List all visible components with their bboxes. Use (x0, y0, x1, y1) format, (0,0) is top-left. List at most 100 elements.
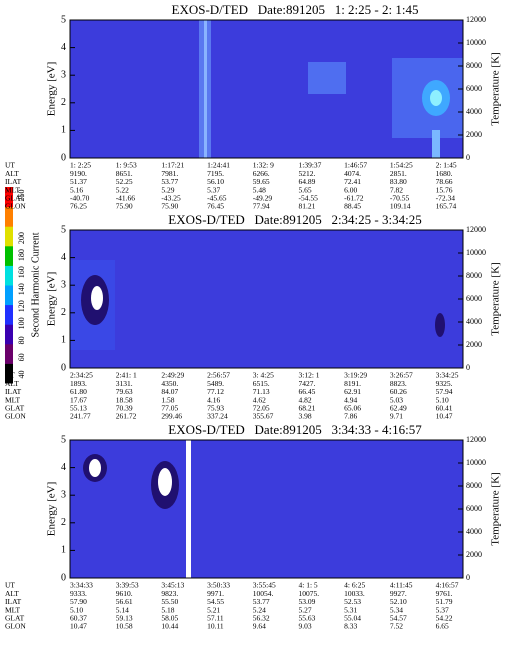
table-cell: 337.24 (207, 412, 228, 421)
table-cell: 5.14 (116, 605, 129, 614)
table-cell: 10054. (253, 589, 274, 598)
table-cell: 6.00 (344, 185, 357, 194)
table-cell: 3131. (116, 379, 133, 388)
table-cell: 4: 1: 5 (298, 581, 317, 590)
table-cell: 9761. (436, 589, 453, 598)
y2-tick-label: 8000 (466, 271, 482, 280)
y-tick-label: 1 (61, 545, 66, 556)
table-cell: -43.25 (161, 194, 181, 203)
table-row-label: ALT (5, 379, 19, 388)
table-cell: 72.41 (344, 177, 361, 186)
table-cell: 4:11:45 (390, 581, 413, 590)
table-cell: 5212. (298, 169, 315, 178)
table-cell: 77.05 (161, 404, 178, 413)
colorbar-tick-label: 200 (17, 232, 26, 244)
table-cell: 57.11 (207, 614, 224, 623)
table-cell: 4074. (344, 169, 361, 178)
y-axis-label: Energy [eV] (46, 482, 58, 536)
table-cell: 75.90 (116, 202, 133, 211)
table-cell: 83.80 (390, 177, 407, 186)
table-cell: 10075. (298, 589, 319, 598)
table-cell: 2:34:25 (70, 371, 93, 380)
table-cell: 261.72 (116, 412, 137, 421)
table-row-label: ILAT (5, 597, 22, 606)
table-cell: 5.16 (70, 185, 83, 194)
table-cell: 62.49 (390, 404, 407, 413)
chart-title: EXOS-D/TED Date:891205 3:34:33 - 4:16:57 (168, 422, 422, 437)
table-cell: 65.06 (344, 404, 361, 413)
table-cell: 76.25 (70, 202, 87, 211)
table-cell: 54.55 (207, 597, 224, 606)
y2-tick-label: 10000 (466, 458, 486, 467)
table-cell: 3:19:29 (344, 371, 367, 380)
table-cell: 5.65 (298, 185, 311, 194)
table-row-label: UT (5, 161, 15, 170)
table-cell: 299.46 (161, 412, 182, 421)
colorbar-segment (5, 245, 13, 266)
table-cell: -41.66 (116, 194, 136, 203)
table-cell: 355.67 (253, 412, 274, 421)
colorbar-label: Second Harmonic Current (30, 232, 41, 337)
table-cell: 55.63 (298, 614, 315, 623)
colorbar-tick-label: 250 (17, 190, 26, 202)
table-cell: 1.58 (161, 395, 174, 404)
table-row-label: MLT (5, 395, 21, 404)
table-cell: 84.07 (161, 387, 178, 396)
colorbar-tick-label: 80 (17, 336, 26, 344)
table-cell: 56.10 (207, 177, 224, 186)
table-cell: 5.03 (390, 395, 403, 404)
table-cell: 8651. (116, 169, 133, 178)
y2-tick-label: 2000 (466, 130, 482, 139)
table-cell: 52.10 (390, 597, 407, 606)
table-cell: 59.65 (253, 177, 270, 186)
table-cell: 59.13 (116, 614, 133, 623)
table-row-label: GLON (5, 412, 26, 421)
table-cell: 5.10 (436, 395, 449, 404)
colorbar-tick-label: 120 (17, 300, 26, 312)
table-cell: 2:41: 1 (116, 371, 137, 380)
table-cell: 77.12 (207, 387, 224, 396)
table-cell: 5.24 (253, 605, 266, 614)
table-row-label: MLT (5, 185, 21, 194)
table-cell: 70.39 (116, 404, 133, 413)
y-tick-label: 5 (61, 434, 66, 445)
table-cell: 5.37 (207, 185, 220, 194)
table-cell: 60.26 (390, 387, 407, 396)
y2-tick-label: 8000 (466, 481, 482, 490)
table-cell: 5.31 (344, 605, 357, 614)
table-cell: 3:39:53 (116, 581, 139, 590)
table-cell: -70.55 (390, 194, 410, 203)
table-cell: 8191. (344, 379, 361, 388)
table-cell: 1:17:21 (161, 161, 184, 170)
y-tick-label: 2 (61, 97, 66, 108)
table-cell: 66.45 (298, 387, 315, 396)
table-cell: 81.21 (298, 202, 315, 211)
table-row-label: ALT (5, 589, 19, 598)
table-cell: 78.66 (436, 177, 453, 186)
table-cell: 5.10 (70, 605, 83, 614)
y2-axis-label: Temperature [K] (490, 262, 502, 335)
table-cell: 6515. (253, 379, 270, 388)
table-cell: 4: 6:25 (344, 581, 365, 590)
table-cell: 9823. (161, 589, 178, 598)
chart-title: EXOS-D/TED Date:891205 1: 2:25 - 2: 1:45 (172, 2, 419, 17)
table-cell: 79.63 (116, 387, 133, 396)
table-cell: 54.22 (436, 614, 453, 623)
spectrogram-feature (435, 313, 445, 337)
spectrogram-feature (89, 459, 101, 477)
y2-tick-label: 10000 (466, 38, 486, 47)
table-cell: 3:26:57 (390, 371, 413, 380)
table-cell: 77.94 (253, 202, 270, 211)
table-cell: 3.98 (298, 412, 311, 421)
table-cell: 7981. (161, 169, 178, 178)
table-cell: 3:12: 1 (298, 371, 319, 380)
table-cell: 64.89 (298, 177, 315, 186)
table-cell: 55.50 (161, 597, 178, 606)
table-cell: -61.72 (344, 194, 364, 203)
y-tick-label: 0 (61, 572, 66, 583)
table-cell: 55.13 (70, 404, 87, 413)
y-tick-label: 3 (61, 69, 66, 80)
table-cell: 51.37 (70, 177, 87, 186)
table-cell: 9325. (436, 379, 453, 388)
table-cell: -49.29 (253, 194, 273, 203)
